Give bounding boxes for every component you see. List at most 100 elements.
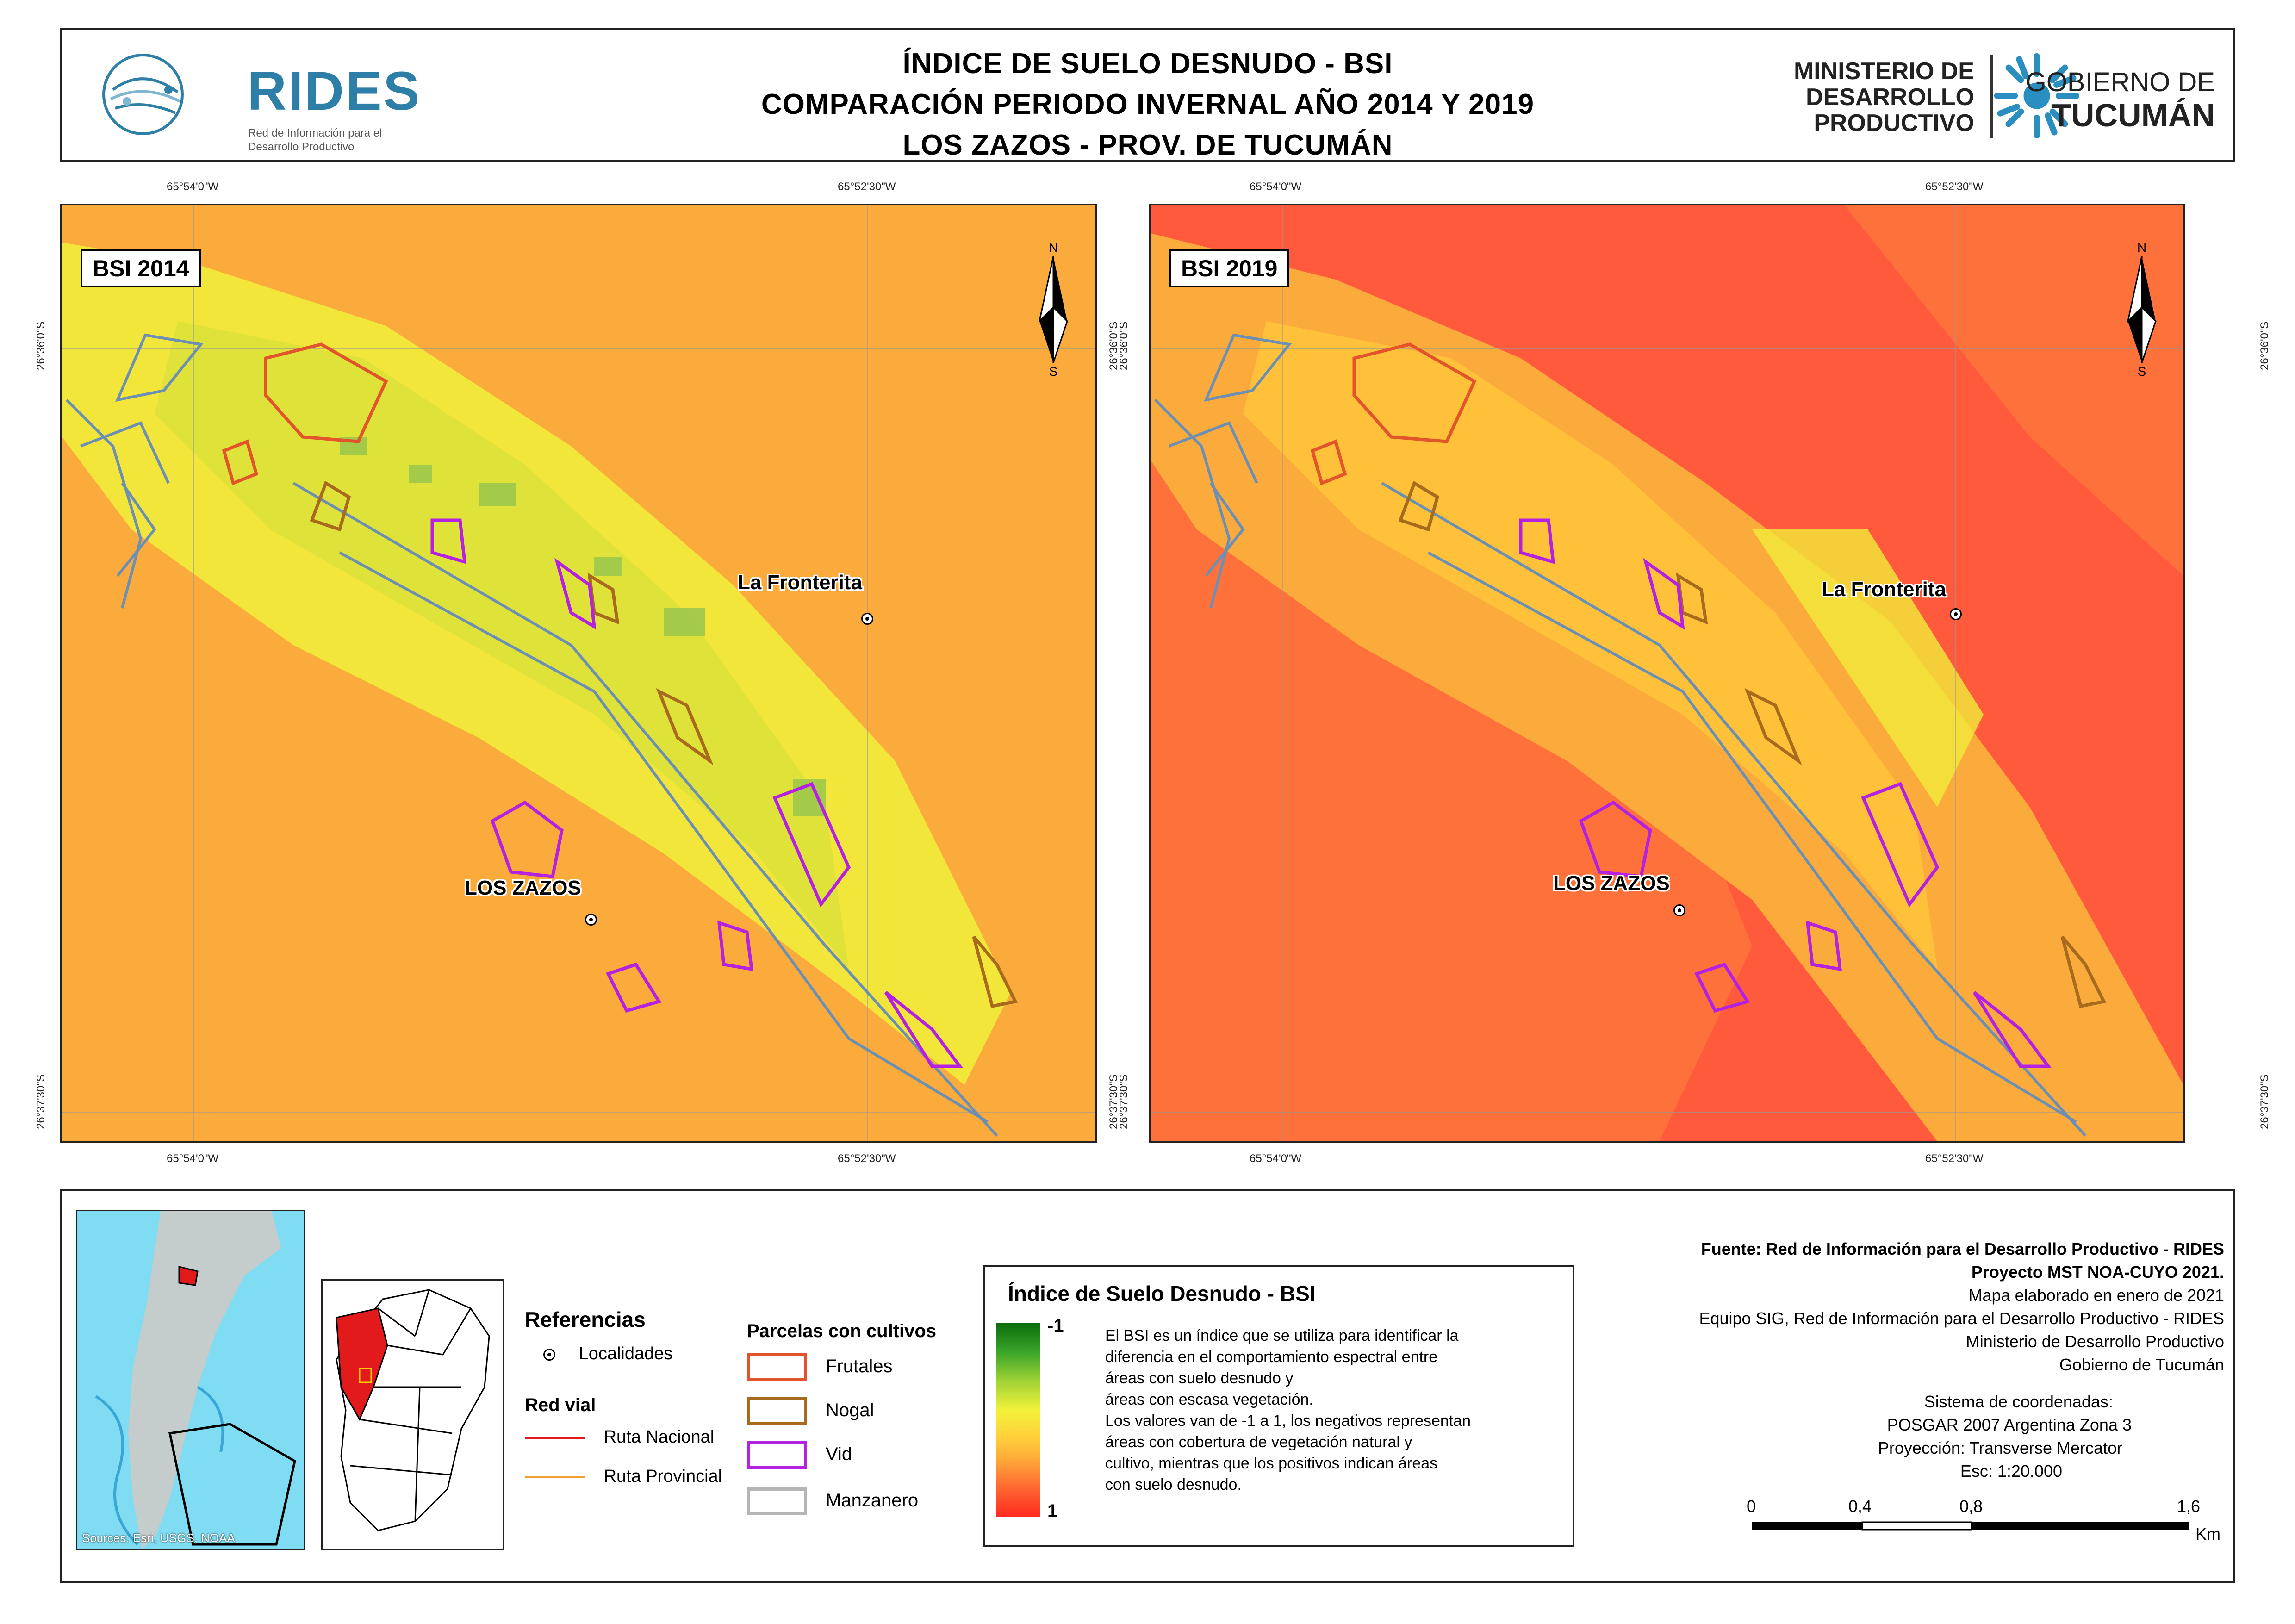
bsi-2019-raster [1151, 205, 2183, 1141]
lat-label-south-far-right: 26°37'30"S [2258, 1074, 2271, 1129]
lat-label-north-right-map: 26°36'0"S [1118, 321, 1130, 370]
ruta-provincial-line-icon [525, 1476, 585, 1478]
credits-crs-title: Sistema de coordenadas: [1924, 1392, 2113, 1411]
lon-label-top-west-right: 65°54'0"W [1250, 180, 1302, 193]
scale-bar: 0 0,4 0,8 1,6 Km [1747, 1497, 2220, 1543]
header-divider [1990, 55, 1993, 138]
legend-locality-label: Localidades [578, 1344, 673, 1363]
scale-label-1-6: 1,6 [2177, 1497, 2201, 1516]
parcel-vid-swatch [747, 1441, 807, 1469]
locality-marker-icon [543, 1348, 555, 1361]
parcel-manzanero-label: Manzanero [826, 1490, 919, 1511]
lat-label-south-left: 26°37'30"S [35, 1074, 47, 1129]
ministry-line-1: MINISTERIO DE [1793, 58, 1974, 85]
lat-label-north-far-right: 26°36'0"S [2258, 321, 2271, 370]
bsi-color-ramp [996, 1323, 1040, 1517]
credits-date: Mapa elaborado en enero de 2021 [1968, 1286, 2224, 1305]
title-line-2: COMPARACIÓN PERIODO INVERNAL AÑO 2014 Y … [761, 88, 1535, 120]
bsi-legend-title: Índice de Suelo Desnudo - BSI [1008, 1282, 1316, 1306]
credits-project: Proyecto MST NOA-CUYO 2021. [1971, 1263, 2224, 1282]
locality-marker-icon [585, 914, 597, 926]
parcels-legend: Parcelas con cultivos Frutales Nogal Vid… [747, 1321, 937, 1515]
rides-subtitle-2: Desarrollo Productivo [248, 141, 355, 153]
ministry-name: MINISTERIO DE DESARROLLO PRODUCTIVO [1794, 58, 1974, 136]
legend-ruta-provincial-row: Ruta Provincial [525, 1467, 722, 1487]
map-label-2019: BSI 2019 [1169, 249, 1290, 287]
rides-subtitle-1: Red de Información para el [248, 127, 382, 139]
map-bsi-2019[interactable]: BSI 2019 N S La Fronterita LOS ZAZOS [1149, 204, 2185, 1143]
legend-ruta-provincial-label: Ruta Provincial [603, 1467, 722, 1486]
inset-map-tucuman [321, 1279, 504, 1550]
locality-marker-icon [1950, 608, 1962, 620]
bsi-legend-box: Índice de Suelo Desnudo - BSI -1 1 El BS… [983, 1265, 1574, 1547]
lon-label-top-west-left: 65°54'0"W [167, 180, 219, 193]
south-america-inset-svg [77, 1211, 304, 1549]
parcel-vid-label: Vid [826, 1444, 852, 1464]
lat-label-north-left: 26°36'0"S [35, 321, 47, 370]
north-arrow-icon: N S [1038, 240, 1068, 377]
bsi-desc-line: áreas con suelo desnudo y [1105, 1369, 1294, 1387]
parcel-manzanero-swatch [747, 1487, 807, 1515]
scale-label-0: 0 [1747, 1497, 1756, 1516]
ruta-nacional-line-icon [525, 1437, 585, 1439]
legend-ruta-nacional-label: Ruta Nacional [603, 1427, 715, 1447]
credits-block: Fuente: Red de Información para el Desar… [1699, 1238, 2224, 1483]
inset-map-south-america: Sources: Esri, USGS, NOAA [76, 1210, 305, 1550]
map-bsi-2014[interactable]: BSI 2014 N S La Fronterita LOS ZAZOS [60, 204, 1097, 1143]
rides-globe-icon [102, 54, 184, 135]
locality-label-los-zazos: LOS ZAZOS [465, 877, 581, 899]
legend-ruta-nacional-row: Ruta Nacional [525, 1427, 714, 1447]
scale-label-0-4: 0,4 [1848, 1497, 1872, 1516]
red-vial-title: Red vial [525, 1395, 596, 1415]
lon-label-top-east-left: 65°52'30"W [838, 180, 896, 193]
ministry-line-3: PRODUCTIVO [1814, 110, 1974, 137]
north-letter: N [1049, 240, 1058, 255]
tucuman-inset-svg [336, 1289, 490, 1531]
north-letter: N [2137, 240, 2146, 255]
parcel-frutales-swatch [747, 1353, 807, 1381]
bsi-ramp-min-label: -1 [1047, 1316, 1064, 1336]
parcel-nogal-swatch [747, 1397, 807, 1425]
rides-logo: RIDES Red de Información para el Desarro… [99, 48, 420, 153]
bsi-desc-line: áreas con escasa vegetación. [1105, 1391, 1313, 1408]
references-block: Referencias Localidades Red vial Ruta Na… [525, 1307, 722, 1486]
lon-label-bottom-east-right: 65°52'30"W [1925, 1152, 1984, 1165]
scale-bar-graphic [1752, 1521, 2189, 1531]
legend-locality-row: Localidades [543, 1344, 672, 1364]
bsi-desc-line: Los valores van de -1 a 1, los negativos… [1105, 1412, 1471, 1430]
credits-ministry: Ministerio de Desarrollo Productivo [1965, 1332, 2224, 1351]
credits-government: Gobierno de Tucumán [2059, 1355, 2224, 1374]
bsi-desc-line: áreas con cobertura de vegetación natura… [1105, 1433, 1412, 1451]
legend-panel: Sources: Esri, USGS, NOAA Referencias Lo… [60, 1189, 2235, 1583]
lon-label-bottom-east-left: 65°52'30"W [838, 1152, 896, 1165]
parcels-title: Parcelas con cultivos [747, 1321, 937, 1341]
lon-label-bottom-west-left: 65°54'0"W [167, 1152, 219, 1165]
north-arrow-icon: N S [2127, 240, 2157, 377]
title-line-1: ÍNDICE DE SUELO DESNUDO - BSI [902, 48, 1393, 80]
credits-source: Fuente: Red de Información para el Desar… [1701, 1239, 2224, 1258]
ministry-line-2: DESARROLLO [1806, 84, 1974, 111]
bsi-desc-line: El BSI es un índice que se utiliza para … [1105, 1327, 1459, 1344]
parcel-nogal-label: Nogal [826, 1400, 874, 1420]
lat-label-south-right-map: 26°37'30"S [1118, 1074, 1130, 1129]
rides-name: RIDES [247, 61, 421, 122]
locality-label-la-fronterita: La Fronterita [738, 571, 862, 594]
south-letter: S [2138, 364, 2146, 377]
scale-label-0-8: 0,8 [1959, 1497, 1983, 1516]
bsi-desc-line: con suelo desnudo. [1105, 1476, 1242, 1493]
credits-crs: POSGAR 2007 Argentina Zona 3 [1887, 1415, 2132, 1434]
south-letter: S [1049, 364, 1058, 377]
credits-team: Equipo SIG, Red de Información para el D… [1699, 1309, 2224, 1328]
bsi-2014-raster [62, 205, 1095, 1141]
inset-sources: Sources: Esri, USGS, NOAA [82, 1531, 235, 1545]
parcel-frutales-label: Frutales [826, 1356, 893, 1376]
bsi-description: El BSI es un índice que se utiliza para … [1105, 1325, 1563, 1495]
scale-unit: Km [2195, 1524, 2220, 1543]
tucuman-sun-emblem-icon [1994, 53, 2080, 139]
locality-marker-icon [861, 613, 873, 625]
credits-scale: Esc: 1:20.000 [1960, 1462, 2062, 1481]
locality-label-los-zazos: LOS ZAZOS [1553, 872, 1670, 895]
bsi-desc-line: cultivo, mientras que los positivos indi… [1105, 1455, 1438, 1472]
map-title: ÍNDICE DE SUELO DESNUDO - BSI COMPARACIÓ… [62, 44, 2233, 166]
references-title: Referencias [525, 1307, 646, 1332]
